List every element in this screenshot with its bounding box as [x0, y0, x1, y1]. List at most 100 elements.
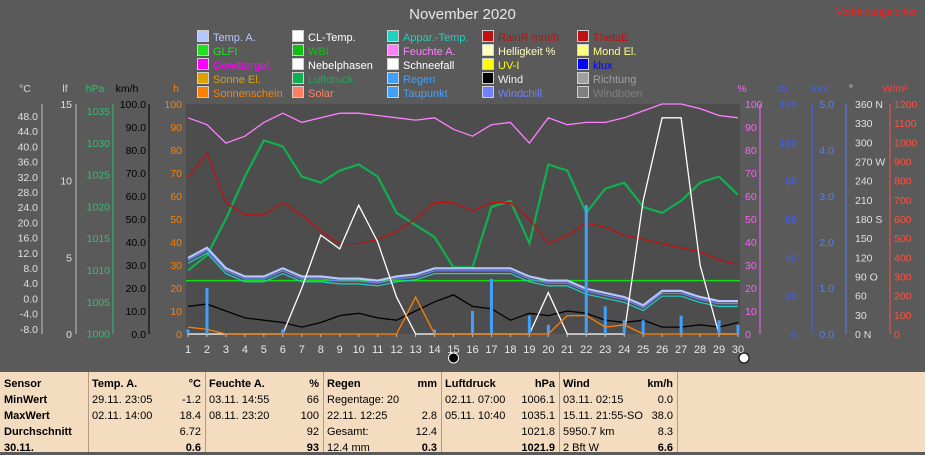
axis-tick-kmh: 50.0 [126, 214, 147, 226]
legend-swatch [387, 58, 399, 70]
feuchte-min: 03.11. 14:55 66 [209, 394, 319, 406]
legend-label: Taupunkt [403, 88, 448, 100]
legend-label: Solar [308, 88, 334, 100]
axis-unit-label: ° [849, 83, 853, 95]
axis-unit-label: W/m² [882, 83, 908, 95]
wind-today: 2 Bft W 6.6 [563, 442, 673, 454]
axis-tick-degrees: 90 O [855, 272, 878, 284]
legend-swatch [197, 72, 209, 84]
axis-tick-cb: 100 [779, 137, 797, 149]
axis-tick-h: 0 [176, 329, 182, 341]
legend-swatch [482, 44, 494, 56]
axis-tick-kmh: 60.0 [126, 191, 147, 203]
axis-tick-day: 30 [732, 344, 744, 356]
axis-tick-kmh: 30.0 [126, 260, 147, 272]
axis-tick-kmh: 10.0 [126, 306, 147, 318]
axis-unit-label: h [173, 83, 179, 95]
axis-tick-day: 2 [204, 344, 210, 356]
axis-tick-pct: 20 [745, 283, 757, 295]
series-line-feuchte-a- [187, 103, 739, 145]
axis-tick-day: 20 [542, 344, 554, 356]
regen-row-3: Gesamt: 12.4 [327, 426, 437, 438]
axis-tick-celsius: -8.0 [20, 324, 38, 336]
rain-bar [736, 324, 740, 334]
axis-tick-hpa: 1000 [87, 329, 111, 341]
axis-tick-wm2: 800 [894, 176, 912, 188]
rain-bar [679, 315, 683, 334]
axis-tick-h: 30 [170, 260, 182, 272]
legend-item: Schneefall [387, 58, 454, 72]
stats-labels-column: Sensor MinWert MaxWert Durchschnitt 30.1… [0, 372, 89, 454]
legend-swatch [292, 86, 304, 98]
legend-item: Mond El. [577, 44, 636, 58]
wind-min: 03.11. 02:15 0.0 [563, 394, 673, 406]
row-label-today: 30.11. [4, 442, 34, 454]
legend-item: Windböen [577, 86, 643, 100]
feuchte-today: 93 [306, 442, 319, 454]
connection-error-label: Verbindungsfehler [836, 7, 917, 18]
feuchte-header: Feuchte A.% [209, 378, 319, 390]
axis-tick-day: 28 [694, 344, 706, 356]
axis-tick-day: 7 [299, 344, 305, 356]
axis-tick-degrees: 270 W [855, 157, 885, 169]
axis-tick-day: 23 [599, 344, 611, 356]
legend-label: klux [593, 60, 613, 72]
wind-max: 15.11. 21:55-SO 38.0 [563, 410, 673, 422]
legend-label: Helligkeit % [498, 46, 556, 58]
axis-tick-celsius: 16.0 [18, 233, 39, 245]
feuchte-avg: 92 [306, 426, 319, 438]
rain-bar [470, 311, 474, 334]
legend-label: Nebelphasen [308, 60, 373, 72]
axis-tick-lf: 15 [60, 99, 72, 111]
legend-label: Temp. A. [213, 32, 256, 44]
axis-tick-day: 18 [504, 344, 516, 356]
axis-tick-wm2: 700 [894, 195, 912, 207]
axis-unit-label: % [737, 83, 746, 95]
axis-tick-day: 6 [280, 344, 286, 356]
axis-tick-day: 17 [485, 344, 497, 356]
feuchte-max: 08.11. 23:20 100 [209, 410, 319, 422]
axis-tick-pct: 70 [745, 168, 757, 180]
rain-bar [546, 324, 550, 334]
legend-label: Appar.-Temp. [403, 32, 469, 44]
axis-tick-wm2: 400 [894, 252, 912, 264]
legend-item: Taupunkt [387, 86, 448, 100]
wind-header: Wind km/h [563, 378, 673, 390]
legend-item: Feuchte A. [387, 44, 456, 58]
axis-tick-cb: 40 [785, 252, 797, 264]
axis-tick-h: 10 [170, 306, 182, 318]
rain-bar [281, 329, 285, 334]
axis-tick-celsius: 48.0 [18, 111, 39, 123]
axis-tick-celsius: 28.0 [18, 187, 39, 199]
axis-tick-wm2: 1000 [894, 137, 918, 149]
legend-item: Regen [387, 72, 435, 86]
axis-tick-pct: 30 [745, 260, 757, 272]
legend-item: Richtung [577, 72, 636, 86]
legend-label: Schneefall [403, 60, 455, 72]
axis-tick-celsius: 8.0 [23, 263, 38, 275]
rain-bar [489, 278, 493, 334]
axis-tick-lf: 0 [66, 329, 72, 341]
axis-tick-pct: 50 [745, 214, 757, 226]
legend-item: WBI [292, 44, 329, 58]
axis-unit-label: cb [776, 83, 787, 95]
rain-bar [433, 329, 437, 334]
series-line-apparent-temp [187, 252, 738, 312]
legend-label: Sonne El. [213, 74, 261, 86]
axis-tick-kmh: 100.0 [120, 99, 146, 111]
axis-tick-day: 10 [353, 344, 365, 356]
axis-tick-hpa: 1015 [87, 233, 111, 245]
legend-item: Nebelphasen [292, 58, 373, 72]
legend-swatch [482, 86, 494, 98]
axis-tick-mm: 1.0 [819, 283, 834, 295]
rain-bar [584, 205, 588, 334]
axis-tick-day: 4 [242, 344, 248, 356]
axis-tick-h: 60 [170, 191, 182, 203]
axis-tick-hpa: 1010 [87, 265, 111, 277]
legend-label: Mond El. [593, 46, 637, 58]
legend-swatch [197, 44, 209, 56]
legend-label: Windchill [498, 88, 543, 100]
legend-swatch [197, 58, 209, 70]
axis-tick-cb: 120 [779, 99, 797, 111]
axis-tick-celsius: 0.0 [23, 293, 38, 305]
